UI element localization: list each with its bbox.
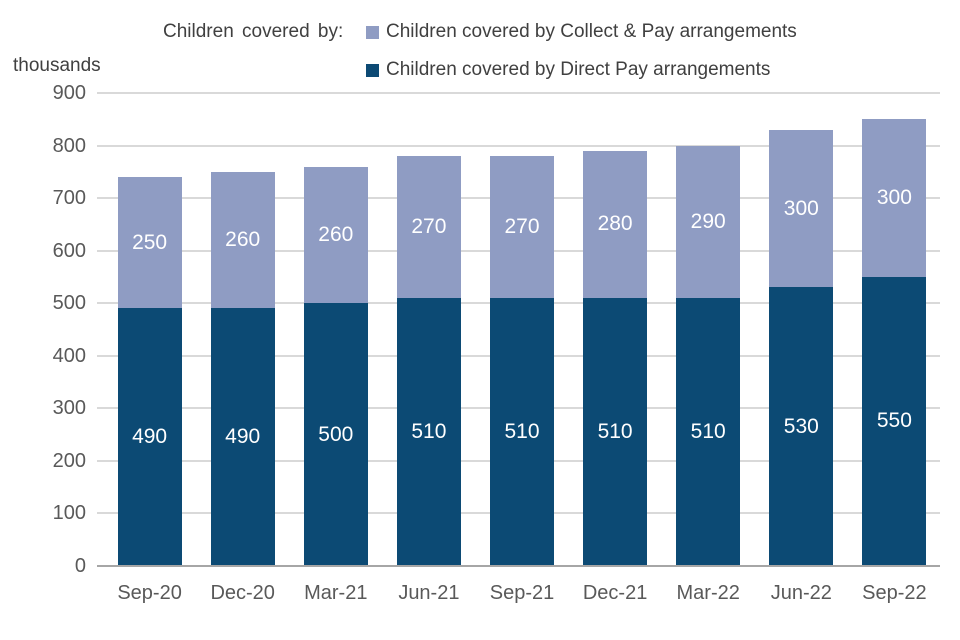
bar-segment <box>583 297 648 566</box>
y-tick-label: 400 <box>52 344 86 367</box>
bar-segment <box>490 297 554 566</box>
bar-segment <box>117 308 182 566</box>
bar-segment <box>117 177 182 309</box>
bar-segment <box>769 287 834 566</box>
y-tick-label: 600 <box>52 239 86 262</box>
y-tick-label: 0 <box>74 555 86 577</box>
bar-segment <box>583 150 648 298</box>
gridline <box>97 92 940 94</box>
y-tick-label: 200 <box>52 449 86 472</box>
x-tick-label: Dec-21 <box>582 582 648 604</box>
bar-segment <box>769 129 834 288</box>
bar-segment <box>862 119 927 277</box>
bar-segment <box>862 276 927 566</box>
legend-item: Children covered by Collect & Pay arrang… <box>366 21 797 43</box>
bar-segment <box>676 297 741 566</box>
legend-label: Children covered by Collect & Pay arrang… <box>386 21 797 42</box>
bar-segment <box>676 145 741 298</box>
legend-item: Children covered by Direct Pay arrangeme… <box>366 59 797 81</box>
bar-value-label: 510 <box>597 419 633 443</box>
bar-segment <box>303 166 368 304</box>
y-axis-unit-label: thousands <box>13 55 101 76</box>
x-tick-label: Mar-21 <box>304 582 368 604</box>
legend: Children covered by Collect & Pay arrang… <box>366 21 797 81</box>
y-tick-label: 100 <box>52 502 86 525</box>
bar-value-label: 550 <box>876 409 912 433</box>
bar-value-label: 270 <box>411 215 447 239</box>
bar-segment <box>303 303 368 566</box>
y-tick-label: 900 <box>52 82 86 104</box>
y-tick-label: 500 <box>52 292 86 315</box>
legend-swatch <box>366 63 379 77</box>
bar-segment <box>210 171 275 309</box>
x-tick-label: Sep-22 <box>862 582 927 604</box>
x-tick-label: Jun-21 <box>398 582 460 604</box>
bar-value-label: 270 <box>504 215 540 239</box>
y-tick-label: 700 <box>52 187 86 210</box>
bar-value-label: 510 <box>411 419 447 443</box>
bar-value-label: 280 <box>597 212 633 236</box>
bar-segment <box>210 308 275 566</box>
x-tick-label: Jun-22 <box>770 582 832 604</box>
bar-value-label: 260 <box>318 222 354 246</box>
bar-value-label: 490 <box>132 425 168 449</box>
gridline <box>97 144 940 147</box>
plot-area: 0 100 200 300 400 500 600 700 800 900 490 250 Sep-20… <box>53 82 940 604</box>
bar-segment <box>396 156 461 298</box>
legend-swatch <box>366 25 379 39</box>
bar-segment <box>490 156 554 298</box>
bar-value-label: 260 <box>225 228 261 252</box>
bar-value-label: 290 <box>690 209 726 233</box>
bar-value-label: 250 <box>132 230 168 254</box>
legend-label: Children covered by Direct Pay arrangeme… <box>386 59 771 80</box>
bar-value-label: 510 <box>690 419 726 443</box>
legend-title: Children covered by: <box>163 21 344 42</box>
bar-value-label: 510 <box>504 419 540 443</box>
x-axis-line <box>97 565 940 567</box>
bar-value-label: 500 <box>318 422 354 446</box>
y-tick-label: 800 <box>52 134 86 157</box>
x-tick-label: Mar-22 <box>676 582 740 604</box>
bar-value-label: 490 <box>225 425 261 449</box>
x-tick-label: Sep-20 <box>117 582 182 604</box>
bar-segment <box>396 297 461 566</box>
x-tick-label: Dec-20 <box>210 582 275 604</box>
x-tick-label: Sep-21 <box>489 582 555 604</box>
bar-value-label: 300 <box>876 186 912 210</box>
bar-value-label: 530 <box>783 414 819 438</box>
y-tick-label: 300 <box>52 397 86 420</box>
bar-value-label: 300 <box>783 196 819 220</box>
